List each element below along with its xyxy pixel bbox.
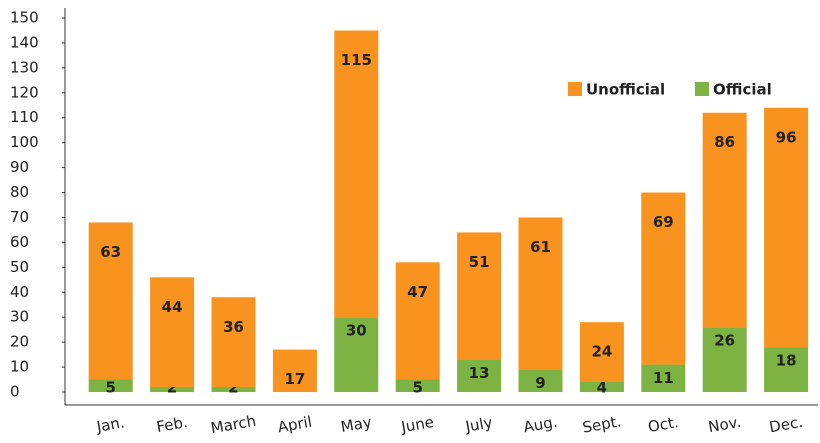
bar-segment	[457, 232, 502, 360]
bar-segment	[641, 364, 686, 392]
bar-segment	[272, 349, 317, 392]
y-tick-label: 10	[10, 358, 29, 376]
legend-swatch	[568, 82, 582, 96]
data-label: 11	[653, 369, 674, 387]
data-label: 9	[535, 374, 545, 392]
legend-label: Unofficial	[586, 81, 665, 99]
y-tick-label: 20	[10, 333, 29, 351]
bar-segment	[702, 327, 747, 392]
x-tick-label: Jan.	[94, 413, 126, 436]
legend-label: Official	[713, 81, 772, 99]
bar-segment	[518, 369, 563, 392]
y-tick-label: 100	[10, 133, 39, 151]
data-label: 18	[776, 352, 797, 370]
data-label: 2	[167, 379, 177, 397]
bar-segment	[150, 387, 195, 392]
data-label: 51	[469, 253, 490, 271]
x-tick-label: July	[463, 413, 494, 436]
x-tick-label: May	[339, 413, 373, 436]
bar-segment	[88, 222, 133, 380]
bar-segment	[150, 277, 195, 388]
bar-segment	[702, 112, 747, 328]
data-label: 30	[346, 322, 367, 340]
data-label: 69	[653, 213, 674, 231]
data-label: 36	[223, 318, 244, 336]
y-tick-label: 40	[10, 283, 29, 301]
bar-segment	[211, 297, 256, 388]
y-tick-label: 70	[10, 208, 29, 226]
data-label: 4	[597, 379, 607, 397]
legend-swatch	[695, 82, 709, 96]
data-label: 44	[162, 298, 183, 316]
bar-segment	[641, 192, 686, 365]
x-tick-label: Dec.	[768, 413, 804, 437]
y-tick-label: 80	[10, 183, 29, 201]
y-tick-label: 120	[10, 83, 39, 101]
data-label: 47	[407, 283, 428, 301]
x-tick-label: Nov.	[707, 413, 743, 436]
data-label: 63	[100, 243, 121, 261]
y-tick-label: 90	[10, 158, 29, 176]
bar-segment	[334, 30, 379, 318]
y-tick-label: 0	[10, 383, 20, 401]
y-tick-label: 150	[10, 9, 39, 27]
bar-segment	[579, 322, 624, 383]
bar-segment	[579, 382, 624, 392]
data-label: 17	[284, 370, 305, 388]
x-tick-label: Oct.	[647, 413, 680, 436]
x-tick-label: Aug.	[522, 413, 559, 437]
bar-segment	[334, 317, 379, 392]
bar-segment	[211, 387, 256, 392]
y-tick-label: 60	[10, 233, 29, 251]
y-tick-label: 30	[10, 308, 29, 326]
bar-segment	[764, 107, 809, 348]
x-tick-label: June	[399, 413, 435, 437]
data-label: 61	[530, 238, 551, 256]
y-tick-label: 50	[10, 258, 29, 276]
bar-segment	[395, 262, 440, 380]
data-label: 13	[469, 364, 490, 382]
data-label: 5	[412, 379, 422, 397]
x-tick-label: April	[276, 413, 313, 437]
bar-segment	[395, 379, 440, 392]
data-label: 2	[228, 379, 238, 397]
y-tick-label: 110	[10, 108, 39, 126]
y-tick-label: 130	[10, 58, 39, 76]
data-label: 96	[776, 128, 797, 146]
bar-segment	[457, 359, 502, 392]
bar-segment	[88, 379, 133, 392]
x-tick-label: Sept.	[581, 412, 622, 436]
y-tick-label: 140	[10, 33, 39, 51]
data-label: 26	[714, 332, 735, 350]
data-label: 5	[105, 379, 115, 397]
data-label: 115	[341, 51, 372, 69]
x-tick-label: March	[209, 412, 257, 438]
x-tick-label: Feb.	[155, 413, 189, 436]
data-label: 86	[714, 133, 735, 151]
data-label: 24	[591, 343, 612, 361]
bar-segment	[518, 217, 563, 370]
bar-segment	[764, 347, 809, 392]
